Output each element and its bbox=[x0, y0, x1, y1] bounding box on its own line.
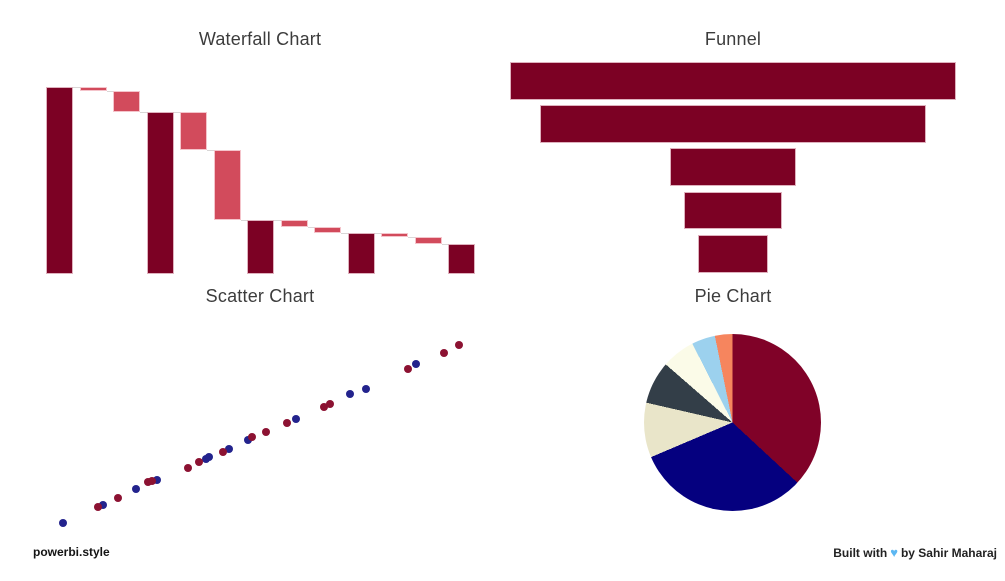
scatter-point bbox=[412, 360, 420, 368]
credit-suffix: by Sahir Maharaj bbox=[900, 546, 997, 560]
pie-chart bbox=[644, 334, 821, 511]
waterfall-chart-title: Waterfall Chart bbox=[198, 29, 322, 49]
funnel-chart bbox=[510, 62, 956, 274]
waterfall-bar bbox=[79, 87, 107, 91]
scatter-point bbox=[326, 400, 334, 408]
scatter-point bbox=[59, 519, 67, 527]
waterfall-bar bbox=[280, 220, 308, 227]
scatter-point bbox=[219, 448, 227, 456]
waterfall-bar bbox=[146, 112, 174, 274]
pie-chart-title: Pie Chart bbox=[694, 286, 772, 306]
pie-circle bbox=[644, 334, 821, 511]
waterfall-bar bbox=[381, 233, 408, 238]
scatter-point bbox=[225, 445, 233, 453]
scatter-point bbox=[132, 485, 140, 493]
scatter-point bbox=[99, 501, 107, 509]
scatter-point bbox=[440, 349, 448, 357]
waterfall-bar bbox=[448, 244, 475, 274]
waterfall-bar bbox=[247, 220, 274, 274]
scatter-point bbox=[455, 341, 463, 349]
scatter-point bbox=[292, 415, 300, 423]
scatter-point bbox=[153, 476, 161, 484]
credit-prefix: Built with bbox=[833, 546, 888, 560]
waterfall-chart bbox=[46, 87, 475, 275]
scatter-point bbox=[195, 458, 203, 466]
scatter-chart-title: Scatter Chart bbox=[205, 286, 315, 306]
scatter-point bbox=[320, 403, 328, 411]
scatter-point bbox=[244, 436, 252, 444]
scatter-point bbox=[184, 464, 192, 472]
funnel-bar bbox=[510, 62, 956, 100]
credit-text[interactable]: Built with ♥ by Sahir Maharaj bbox=[833, 545, 997, 560]
funnel-bar bbox=[684, 191, 782, 230]
waterfall-bar bbox=[314, 226, 341, 234]
scatter-point bbox=[248, 433, 256, 441]
scatter-point bbox=[94, 503, 102, 511]
scatter-point bbox=[346, 390, 354, 398]
scatter-point bbox=[205, 453, 213, 461]
scatter-point bbox=[362, 385, 370, 393]
waterfall-bar bbox=[180, 112, 207, 151]
funnel-bar bbox=[540, 105, 926, 143]
scatter-point bbox=[114, 494, 122, 502]
scatter-point bbox=[404, 365, 412, 373]
funnel-bar bbox=[669, 148, 797, 187]
waterfall-bar bbox=[46, 87, 73, 274]
powerbi-style-link[interactable]: powerbi.style bbox=[33, 545, 110, 559]
waterfall-bar bbox=[414, 237, 442, 245]
scatter-point bbox=[148, 477, 156, 485]
scatter-point bbox=[262, 428, 270, 436]
funnel-chart-title: Funnel bbox=[704, 29, 762, 49]
scatter-point bbox=[283, 419, 291, 427]
waterfall-bar bbox=[347, 233, 375, 274]
waterfall-bar bbox=[213, 150, 241, 221]
blue-heart-icon: ♥ bbox=[890, 545, 898, 560]
waterfall-bar bbox=[113, 90, 140, 113]
funnel-bar bbox=[697, 234, 768, 273]
